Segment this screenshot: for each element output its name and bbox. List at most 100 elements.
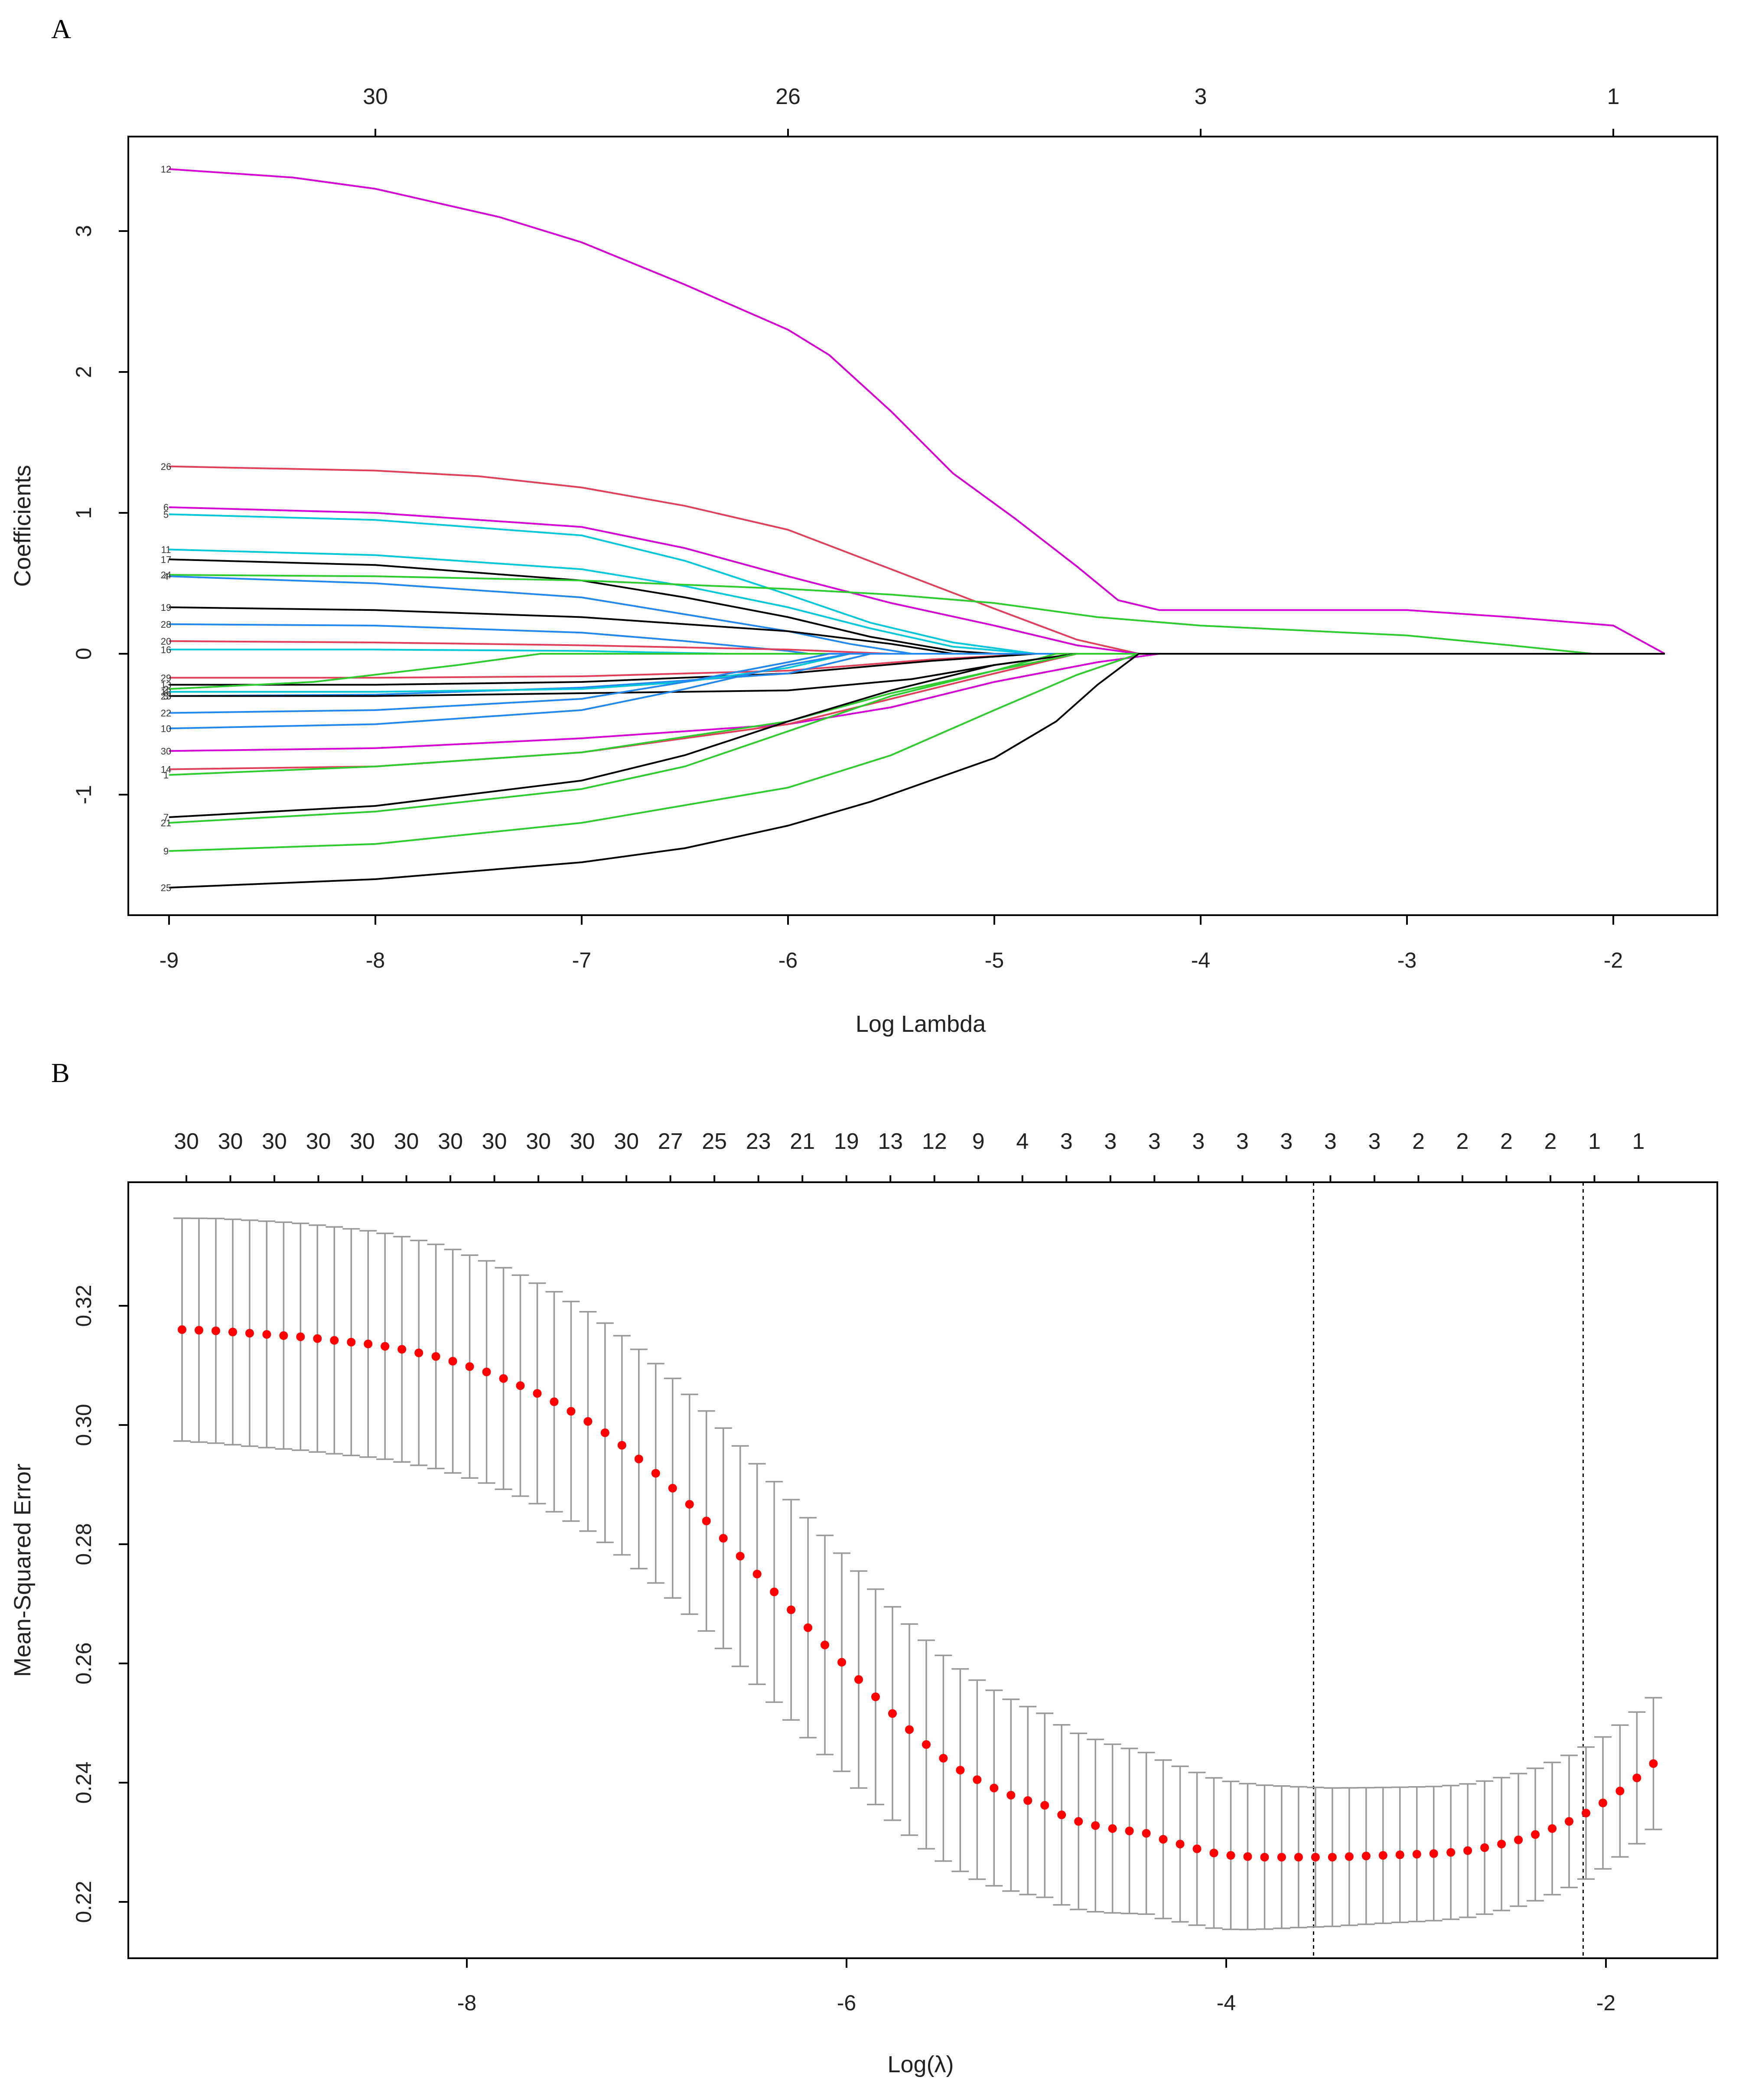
panel-a-top-count-label: 30 bbox=[363, 84, 388, 109]
panel-b-mse-point bbox=[1260, 1852, 1269, 1862]
panel-a-x-tick-label: -7 bbox=[572, 948, 591, 972]
panel-a-series-label-9: 9 bbox=[163, 846, 169, 857]
panel-b-mse-point bbox=[736, 1552, 745, 1561]
panel-b-mse-point bbox=[1074, 1817, 1083, 1826]
panel-b-mse-point bbox=[482, 1367, 491, 1376]
panel-b-mse-point bbox=[262, 1330, 271, 1339]
panel-b-mse-point bbox=[279, 1331, 288, 1340]
panel-b-top-count-label: 3 bbox=[1324, 1129, 1337, 1154]
panel-b-mse-point bbox=[1632, 1774, 1641, 1782]
panel-b-mse-point bbox=[1395, 1850, 1404, 1859]
panel-b-top-count-label: 30 bbox=[218, 1129, 243, 1154]
panel-a-x-axis-title: Log Lambda bbox=[856, 1011, 986, 1037]
panel-b-top-count-label: 3 bbox=[1236, 1129, 1249, 1154]
panel-b-mse-point bbox=[550, 1397, 559, 1406]
panel-a-series-line-12 bbox=[169, 168, 1665, 655]
panel-a-series-line-30 bbox=[169, 653, 1665, 752]
panel-b-mse-point bbox=[1176, 1839, 1185, 1849]
panel-b-mse-point bbox=[1378, 1851, 1387, 1860]
panel-b-mse-point bbox=[939, 1754, 948, 1763]
panel-a-plot-frame bbox=[127, 136, 1718, 916]
panel-a-series-line-17 bbox=[169, 558, 1665, 655]
panel-a-x-tick-label: -6 bbox=[778, 948, 798, 972]
panel-b-top-count-label: 3 bbox=[1060, 1129, 1073, 1154]
panel-b-mse-point bbox=[1142, 1829, 1151, 1838]
panel-a-x-tick-label: -4 bbox=[1191, 948, 1210, 972]
panel-a-series-label-4: 4 bbox=[163, 571, 169, 582]
panel-b-mse-point bbox=[973, 1775, 982, 1784]
panel-b-letter: B bbox=[51, 1057, 70, 1088]
panel-a-series-label-3: 3 bbox=[163, 691, 169, 702]
panel-b-mse-point bbox=[1497, 1839, 1506, 1849]
panel-b-mse-point bbox=[347, 1337, 356, 1347]
panel-a-series-line-4 bbox=[169, 575, 1665, 655]
panel-b-mse-point bbox=[313, 1334, 322, 1343]
panel-b-mse-point bbox=[1463, 1846, 1472, 1855]
panel-b-mse-point bbox=[600, 1428, 609, 1437]
panel-b-mse-point bbox=[1243, 1852, 1252, 1861]
panel-a-top-count-label: 26 bbox=[775, 84, 801, 109]
panel-b-mse-point bbox=[854, 1675, 863, 1684]
panel-a-series-line-21 bbox=[169, 653, 1665, 824]
panel-b-top-count-label: 12 bbox=[922, 1129, 947, 1154]
panel-a-series-label-13: 13 bbox=[161, 680, 171, 691]
panel-b-mse-point bbox=[1548, 1824, 1557, 1833]
panel-b-mse-point bbox=[499, 1374, 508, 1383]
panel-b-x-axis: -8 -6 -4 -2 bbox=[457, 1958, 1615, 2015]
panel-b-top-count-label: 21 bbox=[790, 1129, 815, 1154]
panel-a-series-label-16: 16 bbox=[161, 644, 171, 655]
panel-b-mse-point bbox=[634, 1454, 643, 1464]
panel-b-mse-point bbox=[1429, 1849, 1438, 1858]
panel-a-series-label-25: 25 bbox=[161, 883, 171, 893]
panel-b-mse-point bbox=[1108, 1824, 1117, 1833]
panel-b-top-count-label: 30 bbox=[438, 1129, 463, 1154]
panel-b-x-tick-label: -4 bbox=[1217, 1991, 1236, 2015]
panel-b-mse-point bbox=[1023, 1796, 1032, 1805]
panel-a-series-label-12: 12 bbox=[161, 164, 171, 175]
panel-a-top-count-label: 1 bbox=[1607, 84, 1620, 109]
panel-a-series-line-1 bbox=[169, 653, 1665, 776]
panel-a-series-lines bbox=[169, 168, 1665, 889]
panel-b-mse-point bbox=[533, 1389, 542, 1398]
panel-b-mse-point bbox=[1226, 1851, 1235, 1860]
panel-b-mse-point bbox=[1209, 1849, 1218, 1858]
panel-b-mse-point bbox=[1091, 1821, 1100, 1830]
panel-b-top-count-label: 3 bbox=[1148, 1129, 1161, 1154]
panel-b-mse-point bbox=[1565, 1817, 1574, 1826]
panel-a-series-line-29 bbox=[169, 653, 1665, 679]
panel-b-mse-point bbox=[1514, 1836, 1523, 1844]
panel-b-reference-lines bbox=[1312, 1182, 1584, 1958]
panel-b-y-axis-title: Mean-Squared Error bbox=[10, 1464, 36, 1677]
panel-b-mse-point bbox=[685, 1500, 694, 1509]
panel-a-series-line-19 bbox=[169, 606, 1665, 655]
panel-b-mse-point bbox=[752, 1569, 762, 1578]
panel-a-top-axis: 30 26 3 1 bbox=[363, 84, 1619, 137]
panel-b-mse-point bbox=[1057, 1810, 1066, 1820]
panel-b-mse-point bbox=[990, 1784, 999, 1793]
panel-a-series-label-28: 28 bbox=[161, 619, 171, 630]
panel-b-mse-point bbox=[787, 1605, 796, 1614]
panel-a-series-line-22 bbox=[169, 653, 1665, 714]
panel-b-mse-point bbox=[871, 1692, 880, 1701]
panel-a-y-tick-label: 3 bbox=[72, 225, 96, 237]
panel-b-top-count-label: 30 bbox=[614, 1129, 639, 1154]
panel-b-top-count-label: 3 bbox=[1192, 1129, 1205, 1154]
panel-b-mse-point bbox=[330, 1336, 339, 1345]
panel-a-series-line-25 bbox=[169, 653, 1665, 889]
panel-b-mse-point bbox=[1598, 1798, 1607, 1807]
panel-b-mse-point bbox=[1480, 1843, 1489, 1852]
panel-a-x-axis: -9 -8 -7 -6 -5 -4 -3 -2 bbox=[160, 915, 1623, 972]
panel-b-mse-point bbox=[194, 1326, 203, 1335]
panel-b-x-tick-label: -8 bbox=[457, 1991, 476, 2015]
panel-b-mse-point bbox=[1361, 1852, 1371, 1861]
panel-b-top-count-label: 30 bbox=[174, 1129, 199, 1154]
panel-a-series-line-14 bbox=[169, 653, 1665, 770]
panel-b-top-count-label: 25 bbox=[702, 1129, 727, 1154]
panel-b-y-tick-label: 0.24 bbox=[72, 1761, 96, 1803]
panel-b-mse-point bbox=[770, 1588, 779, 1596]
panel-b-mse-point bbox=[583, 1417, 593, 1426]
panel-a-series-label-19: 19 bbox=[161, 602, 171, 613]
panel-b-mse-point bbox=[956, 1766, 965, 1775]
panel-b-top-count-label: 30 bbox=[394, 1129, 419, 1154]
panel-b-error-bars bbox=[173, 1217, 1662, 1930]
